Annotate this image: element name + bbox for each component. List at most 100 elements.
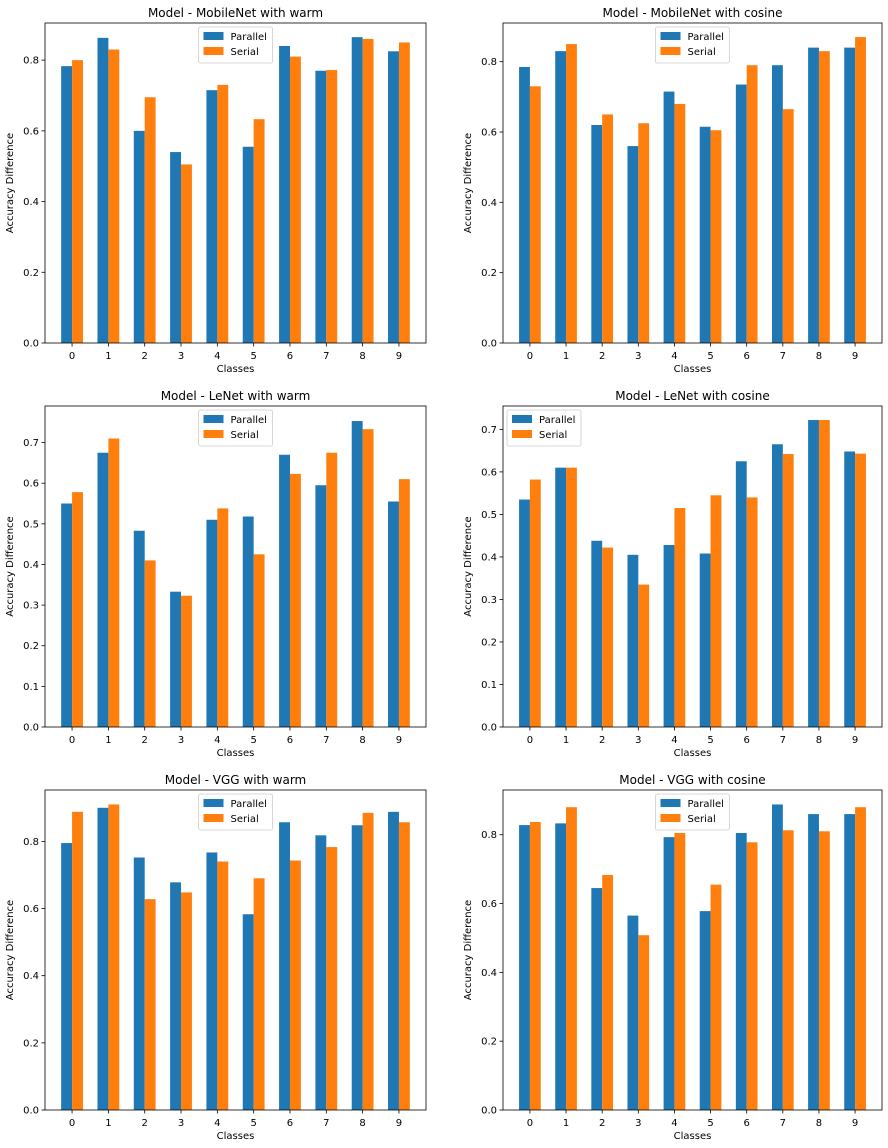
bar-serial [398,42,410,343]
x-tick-label: 1 [563,735,569,746]
x-tick-label: 7 [780,1118,786,1129]
bar-serial [566,807,577,1110]
bar-serial [398,479,410,727]
bar-parallel [663,91,675,343]
y-tick-label: 0.4 [481,198,497,209]
x-tick-label: 0 [527,735,533,746]
bar-serial [253,119,265,344]
bar-parallel [699,911,711,1110]
bar-serial [855,453,866,727]
x-tick-label: 5 [250,735,256,746]
legend: Parallel Serial [198,793,273,831]
bar-parallel [133,530,145,727]
axes-frame [502,22,883,344]
bar-parallel [808,47,819,344]
bar-serial [108,804,120,1110]
x-tick-label: 8 [816,1118,822,1129]
y-axis-label: Accuracy Difference [5,516,16,616]
bar-parallel [242,516,254,727]
x-tick-label: 6 [287,1118,293,1129]
bar-serial [326,847,338,1110]
bar-parallel [519,825,530,1110]
axes-frame [44,789,427,1111]
x-axis-label: Classes [674,364,712,375]
x-tick-label: 2 [142,1118,148,1129]
bar-serial [362,38,374,343]
bar-serial [746,65,758,343]
x-tick-label: 1 [563,351,569,362]
bar-parallel [771,65,783,343]
bar-parallel [242,146,254,343]
bar-serial [602,114,614,344]
legend-label: Parallel [231,415,267,426]
bar-serial [326,70,338,343]
bar-parallel [279,45,290,343]
legend-swatch-parallel [203,32,224,40]
legend-label: Parallel [539,415,575,426]
bar-serial [638,584,650,727]
bar-serial [638,123,650,343]
bar-serial [253,878,265,1110]
bar-serial [72,60,83,343]
bar-parallel [133,130,145,343]
bar-serial [144,560,156,727]
y-axis-label: Accuracy Difference [463,900,474,1000]
axes-frame [502,405,883,728]
chart-title: Model - MobileNet with cosine [602,6,782,20]
legend-label: Parallel [231,32,267,43]
y-tick-label: 0.4 [481,552,497,563]
subplot: 0.0 0.2 0.4 0.6 0.8 0 1 2 3 4 5 6 7 8 9 Model - VGG wit… [463,773,883,1142]
x-tick-label: 4 [214,351,220,362]
y-tick-label: 0.4 [481,968,497,979]
y-tick-label: 0.0 [481,723,497,734]
bar-serial [217,84,229,343]
bar-serial [181,595,192,727]
bar-serial [529,822,541,1110]
bar-serial [362,812,374,1110]
legend-swatch-serial [203,430,224,438]
bar-serial [710,495,722,727]
bar-parallel [771,444,783,727]
bar-serial [108,438,120,727]
x-tick-label: 8 [359,735,365,746]
y-tick-label: 0.2 [23,268,39,279]
bar-parallel [351,825,363,1110]
bar-parallel [555,51,567,343]
bar-parallel [279,454,290,727]
bar-parallel [351,421,363,727]
bar-serial [818,420,830,727]
x-tick-label: 8 [816,351,822,362]
bar-serial [108,49,120,344]
bar-serial [398,822,410,1110]
bar-parallel [61,843,73,1110]
x-tick-label: 6 [744,735,750,746]
bar-parallel [97,452,109,727]
y-tick-label: 0.7 [481,425,497,436]
chart-title: Model - VGG with cosine [619,773,765,787]
bar-parallel [206,519,218,727]
legend-label: Serial [688,47,716,58]
y-tick-label: 0.8 [481,830,497,841]
y-tick-label: 0.2 [481,268,497,279]
bar-serial [289,473,301,727]
x-tick-label: 1 [105,1118,111,1129]
x-tick-label: 4 [671,1118,677,1129]
x-tick-label: 4 [214,1118,220,1129]
y-tick-label: 0.6 [481,899,497,910]
bar-parallel [808,814,819,1110]
y-tick-label: 0.2 [23,1038,39,1049]
bar-serial [181,892,192,1110]
legend-label: Serial [231,47,259,58]
x-tick-label: 5 [707,351,713,362]
bar-serial [855,37,866,343]
x-tick-label: 3 [635,735,641,746]
bar-serial [362,429,374,727]
bar-serial [326,452,338,727]
y-tick-label: 0.3 [481,595,497,606]
x-tick-label: 9 [396,735,402,746]
x-tick-label: 1 [105,351,111,362]
bar-serial [674,508,686,727]
bar-serial [529,479,541,727]
legend-label: Parallel [688,32,724,43]
bar-serial [289,56,301,344]
